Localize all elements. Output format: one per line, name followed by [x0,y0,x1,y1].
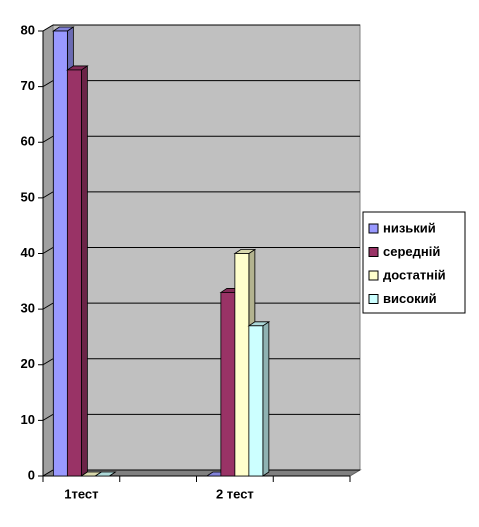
legend-label: достатній [383,267,446,282]
grid-line-side [42,80,54,88]
grid-line-side [42,191,54,199]
grid-line-side [42,24,54,32]
legend-label: низький [383,220,436,235]
legend-label: високий [383,291,437,306]
y-tick-label: 50 [21,189,35,204]
legend-swatch [368,294,379,304]
grid-line-side [42,358,54,366]
grid-line-side [42,247,54,254]
x-tick-label: 1тест [64,486,98,501]
legend-swatch [368,270,379,281]
y-tick-label: 10 [21,412,35,427]
y-tick-label: 20 [21,356,35,371]
grid-line-side [42,413,54,421]
bar [66,69,82,477]
y-tick-label: 80 [21,22,35,37]
legend-swatch [368,223,379,234]
bar [234,253,250,477]
bar-side [80,65,88,477]
legend-label: середній [383,244,440,259]
bar-side [262,321,270,477]
grid-line-side [42,469,54,477]
bar [220,292,236,477]
y-tick-label: 60 [21,134,35,149]
bar [248,325,264,477]
y-tick-label: 40 [21,245,35,260]
x-tick-label: 2 тест [216,486,254,501]
y-tick-label: 0 [28,467,35,482]
grid-line-side [42,302,54,310]
legend-swatch [368,247,379,257]
bar [52,30,68,477]
grid-line-side [42,135,54,143]
y-tick-label: 70 [21,78,35,93]
y-tick-label: 30 [21,301,35,316]
legend [362,211,466,314]
bar-top [94,471,117,477]
